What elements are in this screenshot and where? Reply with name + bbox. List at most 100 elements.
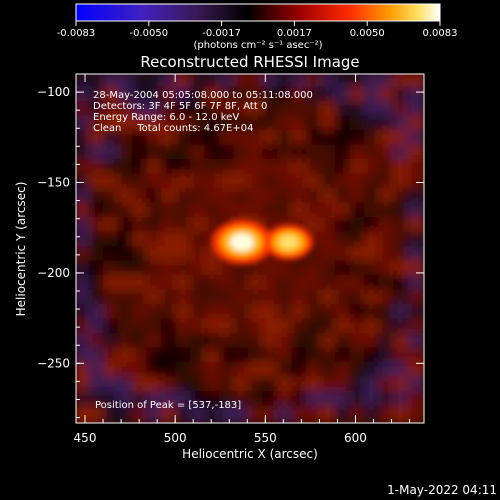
noise-cell xyxy=(407,101,424,119)
noise-cell xyxy=(103,318,121,337)
noise-cell xyxy=(190,391,208,409)
noise-cell xyxy=(262,289,281,308)
noise-cell xyxy=(161,202,179,221)
noise-cell xyxy=(88,86,107,105)
noise-cell xyxy=(393,115,411,134)
noise-cell xyxy=(88,173,107,192)
noise-cell xyxy=(161,275,179,293)
noise-cell xyxy=(335,347,353,366)
noise-cell xyxy=(349,318,368,337)
noise-cell xyxy=(146,376,165,395)
noise-cell xyxy=(349,275,368,293)
noise-cell xyxy=(161,231,179,250)
noise-cell xyxy=(393,188,411,206)
noise-cell xyxy=(248,159,266,177)
noise-cell xyxy=(76,304,92,322)
noise-cell xyxy=(291,333,310,351)
x-tick-label: 500 xyxy=(164,431,187,445)
noise-cell xyxy=(88,260,107,279)
noise-cell xyxy=(248,144,266,163)
noise-cell xyxy=(407,188,424,206)
noise-cell xyxy=(88,246,107,264)
noise-cell xyxy=(407,304,424,322)
noise-cell xyxy=(407,260,424,279)
noise-cell xyxy=(277,159,295,177)
noise-cell xyxy=(132,188,150,206)
noise-cell xyxy=(291,101,310,119)
noise-cell xyxy=(219,159,237,177)
noise-cell xyxy=(76,159,92,177)
noise-cell xyxy=(146,260,165,279)
noise-cell xyxy=(277,275,295,293)
noise-cell xyxy=(146,159,165,177)
noise-cell xyxy=(175,405,194,423)
noise-cell xyxy=(233,202,252,221)
noise-cell xyxy=(132,173,150,192)
noise-cell xyxy=(393,74,411,90)
noise-cell xyxy=(103,188,121,206)
noise-cell xyxy=(407,173,424,192)
noise-cell xyxy=(117,130,136,148)
noise-cell xyxy=(262,130,281,148)
noise-cell xyxy=(161,391,179,409)
noise-cell xyxy=(335,318,353,337)
noise-cell xyxy=(146,347,165,366)
noise-cell xyxy=(175,260,194,279)
noise-cell xyxy=(161,260,179,279)
noise-cell xyxy=(306,115,324,134)
noise-cell xyxy=(364,362,382,380)
noise-cell xyxy=(335,217,353,235)
noise-cell xyxy=(190,405,208,423)
noise-cell xyxy=(393,347,411,366)
noise-cell xyxy=(277,144,295,163)
colorbar-tick-label: 0.0083 xyxy=(423,28,458,39)
noise-cell xyxy=(117,202,136,221)
noise-cell xyxy=(306,289,324,308)
noise-cell xyxy=(233,362,252,380)
noise-cell xyxy=(364,333,382,351)
noise-cell xyxy=(88,289,107,308)
noise-cell xyxy=(103,86,121,105)
colorbar-ticks: -0.0083 -0.0050 -0.0017 0.0017 0.0050 0.0083 xyxy=(57,21,458,39)
noise-cell xyxy=(349,231,368,250)
noise-cell xyxy=(262,347,281,366)
noise-cell xyxy=(407,391,424,409)
noise-cell xyxy=(291,260,310,279)
noise-cell xyxy=(146,333,165,351)
noise-cell xyxy=(161,405,179,423)
noise-cell xyxy=(233,304,252,322)
noise-cell xyxy=(364,188,382,206)
noise-cell xyxy=(219,347,237,366)
noise-cell xyxy=(117,289,136,308)
noise-cell xyxy=(132,246,150,264)
noise-cell xyxy=(407,202,424,221)
noise-cell xyxy=(219,289,237,308)
noise-cell xyxy=(204,347,223,366)
noise-cell xyxy=(146,318,165,337)
noise-cell xyxy=(320,275,339,293)
noise-cell xyxy=(378,101,397,119)
noise-cell xyxy=(161,115,179,134)
noise-cell xyxy=(117,318,136,337)
noise-cell xyxy=(393,130,411,148)
source-core xyxy=(279,235,298,249)
noise-cell xyxy=(219,202,237,221)
noise-cell xyxy=(175,391,194,409)
noise-cell xyxy=(117,115,136,134)
noise-cell xyxy=(76,231,92,250)
noise-cell xyxy=(364,260,382,279)
noise-cell xyxy=(277,405,295,423)
noise-cell xyxy=(320,217,339,235)
noise-cell xyxy=(291,144,310,163)
noise-cell xyxy=(103,115,121,134)
noise-cell xyxy=(291,159,310,177)
noise-cell xyxy=(378,318,397,337)
noise-cell xyxy=(204,304,223,322)
noise-cell xyxy=(262,202,281,221)
noise-cell xyxy=(88,362,107,380)
noise-cell xyxy=(364,391,382,409)
noise-cell xyxy=(76,391,92,409)
noise-cell xyxy=(248,333,266,351)
noise-cell xyxy=(88,130,107,148)
noise-cell xyxy=(291,86,310,105)
